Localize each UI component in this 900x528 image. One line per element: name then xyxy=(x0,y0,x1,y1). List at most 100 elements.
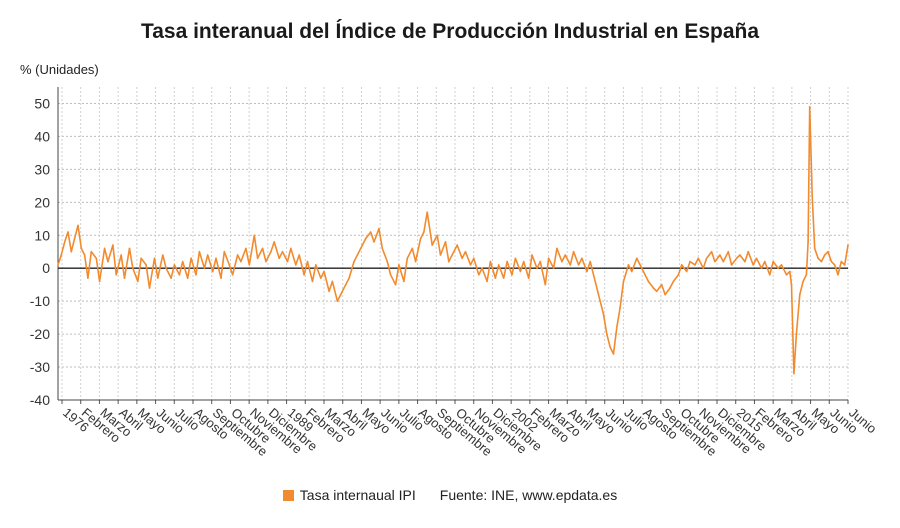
data-point xyxy=(137,280,139,283)
data-point xyxy=(808,106,811,108)
data-point xyxy=(697,257,700,260)
data-point xyxy=(811,194,813,197)
data-point xyxy=(612,353,615,355)
grid-lines xyxy=(58,87,849,401)
data-point xyxy=(77,224,79,227)
data-point xyxy=(616,326,618,329)
data-point xyxy=(636,257,638,260)
data-point xyxy=(356,254,359,256)
data-point xyxy=(823,254,826,256)
data-point xyxy=(369,231,372,233)
data-point xyxy=(98,280,101,283)
data-point xyxy=(561,260,563,263)
data-point xyxy=(644,274,646,276)
data-point xyxy=(344,283,347,286)
data-point xyxy=(547,257,550,260)
data-point xyxy=(769,274,771,276)
data-point xyxy=(236,254,239,256)
data-point xyxy=(840,260,843,263)
data-point xyxy=(215,257,217,260)
data-point xyxy=(436,234,439,237)
data-point xyxy=(265,260,267,263)
data-point xyxy=(702,267,705,270)
data-point xyxy=(827,250,829,253)
data-point xyxy=(148,287,151,289)
data-point xyxy=(256,257,259,260)
data-point xyxy=(672,280,675,283)
data-point xyxy=(569,264,572,266)
data-point xyxy=(320,277,322,279)
data-point xyxy=(627,264,630,266)
data-point xyxy=(602,313,605,316)
data-point xyxy=(240,260,242,263)
data-point xyxy=(722,260,725,263)
data-point xyxy=(181,260,184,263)
data-point xyxy=(190,257,192,260)
data-point xyxy=(619,306,621,309)
data-point xyxy=(70,250,73,253)
data-point xyxy=(228,264,231,266)
legend-series-label: Tasa internaual IPI xyxy=(299,487,416,503)
data-point xyxy=(140,257,142,260)
data-point xyxy=(764,260,766,263)
data-point xyxy=(132,267,134,270)
data-point xyxy=(631,270,633,273)
data-point xyxy=(157,277,159,279)
data-point xyxy=(847,244,849,246)
series-group xyxy=(57,106,849,375)
data-point xyxy=(80,247,83,250)
data-point xyxy=(830,260,833,263)
y-axis-unit-label: % (Unidades) xyxy=(20,62,99,77)
data-point xyxy=(469,264,472,266)
data-point xyxy=(60,254,63,256)
data-point xyxy=(833,264,836,266)
data-point xyxy=(511,274,513,276)
data-point xyxy=(461,257,463,260)
data-point xyxy=(527,277,530,279)
data-point xyxy=(589,260,591,263)
data-point xyxy=(522,260,525,263)
data-point xyxy=(261,247,264,250)
data-point xyxy=(497,264,500,266)
data-point xyxy=(198,250,201,253)
data-point xyxy=(478,274,480,276)
data-point xyxy=(223,250,226,253)
data-point xyxy=(689,260,691,263)
data-point xyxy=(73,237,76,240)
y-tick-label: -40 xyxy=(30,392,50,408)
data-point xyxy=(735,257,738,260)
data-point xyxy=(336,300,339,303)
data-point xyxy=(802,280,804,283)
data-point xyxy=(552,267,555,270)
data-point xyxy=(411,247,414,250)
data-point xyxy=(373,241,375,243)
data-point xyxy=(606,333,608,335)
data-point xyxy=(270,250,272,253)
data-point xyxy=(464,250,467,253)
data-point xyxy=(398,264,400,266)
data-point xyxy=(502,277,505,279)
data-point xyxy=(57,264,59,266)
data-point xyxy=(813,247,816,250)
data-point xyxy=(710,250,713,253)
data-point xyxy=(211,270,214,273)
data-point xyxy=(481,267,483,270)
data-point xyxy=(514,257,517,260)
data-point xyxy=(115,274,117,276)
data-point xyxy=(622,280,625,283)
data-point xyxy=(298,254,301,256)
data-point xyxy=(536,267,538,270)
data-point xyxy=(760,267,763,270)
data-point xyxy=(439,254,442,256)
data-point xyxy=(772,260,774,263)
data-point xyxy=(564,254,567,256)
data-point xyxy=(203,267,206,270)
data-point xyxy=(730,264,733,266)
y-tick-label: 0 xyxy=(42,260,50,276)
data-point xyxy=(843,264,846,266)
data-point xyxy=(303,274,305,276)
data-point xyxy=(295,264,297,266)
y-tick-label: 40 xyxy=(34,128,50,144)
data-point xyxy=(489,260,492,263)
